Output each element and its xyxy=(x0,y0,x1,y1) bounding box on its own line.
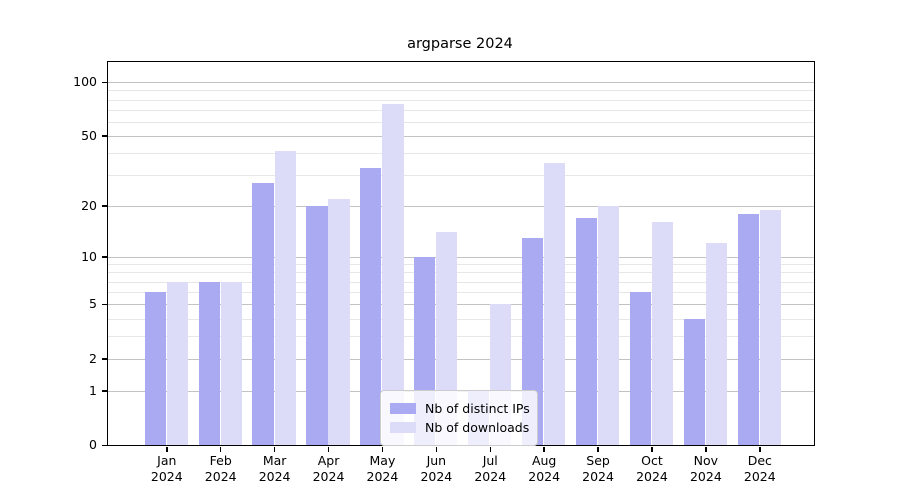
x-axis-tick-label: Mar 2024 xyxy=(258,453,291,484)
x-axis-tick-label: Dec 2024 xyxy=(743,453,776,484)
bar-ips-nov xyxy=(683,318,705,445)
x-axis-tick xyxy=(543,447,545,452)
legend: Nb of distinct IPs Nb of downloads xyxy=(380,390,538,446)
y-axis-tick-label: 2 xyxy=(89,350,97,366)
x-axis-tick xyxy=(327,447,330,452)
legend-label-downloads: Nb of downloads xyxy=(425,420,530,435)
y-axis-tick-label: 20 xyxy=(81,197,97,213)
minor-gridline xyxy=(108,281,814,283)
bar-downloads-aug xyxy=(544,163,566,445)
bar-ips-may xyxy=(360,167,382,445)
major-gridline xyxy=(108,304,814,306)
x-axis-tick-label: Oct 2024 xyxy=(636,453,668,484)
x-axis-tick xyxy=(489,447,491,452)
bar-downloads-nov xyxy=(705,243,728,445)
y-axis-tick xyxy=(102,303,107,306)
bar-ips-jan xyxy=(144,292,166,445)
x-axis-tick xyxy=(597,447,599,452)
major-gridline xyxy=(108,82,814,84)
y-axis-tick-label: 5 xyxy=(89,296,97,312)
x-axis-tick-label: Jan 2024 xyxy=(150,453,183,484)
bar-ips-apr xyxy=(306,205,328,445)
bar-downloads-mar xyxy=(274,151,296,445)
x-axis-tick xyxy=(759,447,761,452)
y-axis-tick xyxy=(102,256,107,258)
y-axis-tick xyxy=(102,390,107,392)
y-axis-tick-label: 0 xyxy=(89,437,97,452)
x-axis-tick xyxy=(651,447,653,452)
minor-gridline xyxy=(108,272,814,274)
minor-gridline xyxy=(108,175,814,177)
x-axis-tick xyxy=(166,447,168,452)
minor-gridline xyxy=(108,292,814,293)
y-axis-tick xyxy=(102,205,107,207)
y-axis-tick-label: 50 xyxy=(81,127,97,143)
legend-swatch-distinct-ips xyxy=(390,403,416,414)
bar-downloads-dec xyxy=(759,209,781,445)
bar-downloads-oct xyxy=(651,222,674,445)
bar-downloads-may xyxy=(382,103,404,445)
legend-item-distinct-ips: Nb of distinct IPs xyxy=(390,400,530,417)
y-axis-tick-label: 1 xyxy=(89,382,97,398)
major-gridline xyxy=(108,256,814,258)
minor-gridline xyxy=(108,99,814,101)
x-axis-tick-label: Feb 2024 xyxy=(204,453,237,484)
minor-gridline xyxy=(108,153,814,155)
bar-downloads-jan xyxy=(166,281,188,445)
y-axis-tick-label: 10 xyxy=(81,248,97,264)
x-axis-tick-label: Apr 2024 xyxy=(312,453,345,484)
x-axis-tick-label: Jun 2024 xyxy=(420,453,453,484)
y-axis-tick xyxy=(102,135,107,137)
bar-downloads-feb xyxy=(220,281,242,445)
x-axis-tick-label: Jul 2024 xyxy=(474,453,507,484)
x-axis-tick-label: Sep 2024 xyxy=(582,453,614,484)
x-axis-tick xyxy=(705,447,707,452)
major-gridline xyxy=(108,135,814,137)
minor-gridline xyxy=(108,109,814,111)
y-axis-tick xyxy=(102,81,107,84)
minor-gridline xyxy=(108,264,814,265)
minor-gridline xyxy=(108,336,814,337)
legend-label-distinct-ips: Nb of distinct IPs xyxy=(425,401,530,416)
legend-swatch-downloads xyxy=(390,422,416,433)
bar-ips-dec xyxy=(737,213,759,445)
bar-downloads-apr xyxy=(328,198,350,445)
minor-gridline xyxy=(108,121,814,123)
y-axis-tick xyxy=(102,358,107,360)
legend-item-downloads: Nb of downloads xyxy=(390,419,530,436)
x-axis-tick-label: Nov 2024 xyxy=(689,453,722,484)
x-axis-tick xyxy=(219,447,222,452)
bar-downloads-sep xyxy=(598,205,620,445)
bar-ips-oct xyxy=(629,292,652,445)
y-axis-tick-label: 100 xyxy=(73,74,97,90)
x-axis-tick-label: May 2024 xyxy=(366,453,399,484)
y-axis-tick xyxy=(102,444,107,446)
x-axis-tick xyxy=(273,447,276,452)
minor-gridline xyxy=(108,318,814,320)
bar-ips-feb xyxy=(198,281,220,445)
major-gridline xyxy=(108,358,814,360)
x-axis-tick xyxy=(435,447,438,452)
x-axis-tick-label: Aug 2024 xyxy=(528,453,561,484)
bar-ips-mar xyxy=(252,183,274,445)
major-gridline xyxy=(108,205,814,207)
chart-title: argparse 2024 xyxy=(407,36,513,52)
plot-area: Nb of distinct IPs Nb of downloads xyxy=(107,61,815,446)
x-axis-tick xyxy=(381,447,384,452)
bar-ips-sep xyxy=(575,217,598,445)
minor-gridline xyxy=(108,90,814,92)
